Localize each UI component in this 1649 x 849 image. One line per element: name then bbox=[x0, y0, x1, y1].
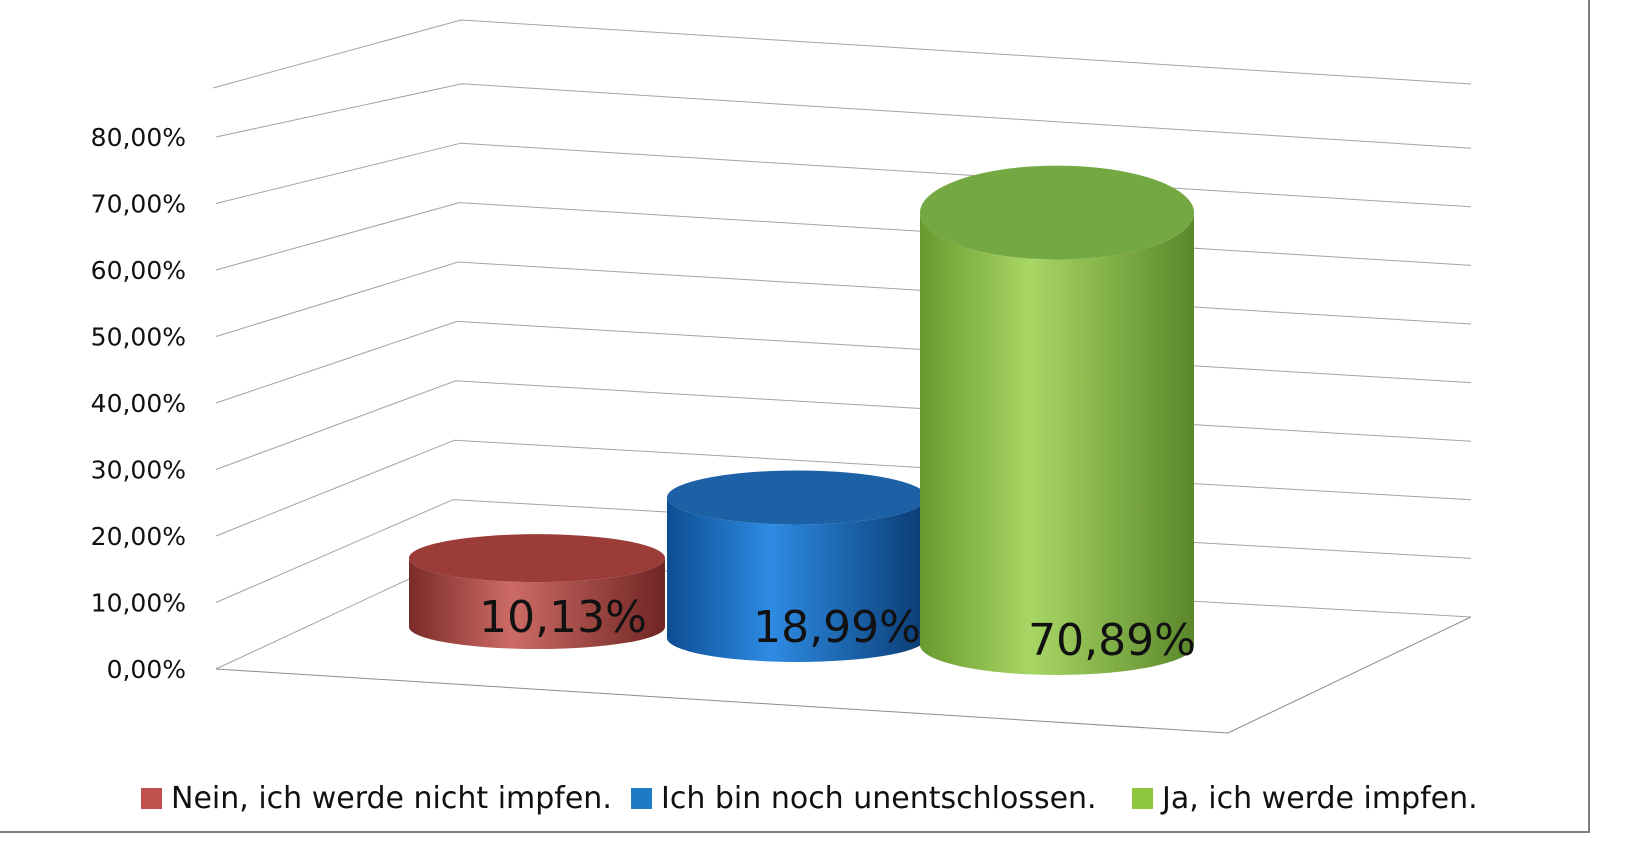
legend-item-nein[interactable]: Nein, ich werde nicht impfen. bbox=[141, 780, 612, 816]
cylinders bbox=[409, 165, 1194, 676]
y-axis-tick-label: 50,00% bbox=[91, 323, 186, 352]
cylinder-body[interactable] bbox=[920, 212, 1194, 676]
gridlines bbox=[212, 19, 1472, 670]
y-axis-tick-labels: 0,00% 10,00% 20,00% 30,00% 40,00% 50,00% 60,00… bbox=[91, 123, 186, 684]
gridline-30 bbox=[215, 380, 1472, 470]
y-axis-tick-label: 20,00% bbox=[91, 522, 186, 551]
legend-label: Nein, ich werde nicht impfen. bbox=[171, 780, 612, 816]
legend: Nein, ich werde nicht impfen. Ich bin no… bbox=[0, 780, 1590, 816]
cylinder-series-1[interactable] bbox=[667, 470, 927, 662]
cylinder-series-2[interactable] bbox=[920, 165, 1194, 676]
gridline-70 bbox=[215, 142, 1472, 208]
legend-item-ja[interactable]: Ja, ich werde impfen. bbox=[1132, 780, 1478, 816]
wall-top-edge bbox=[212, 19, 1472, 89]
legend-item-unentschlossen[interactable]: Ich bin noch unentschlossen. bbox=[631, 780, 1097, 816]
chart-border-bottom bbox=[0, 831, 1590, 833]
cylinder-body[interactable] bbox=[409, 558, 665, 649]
legend-swatch-green bbox=[1132, 787, 1153, 809]
floor-outline bbox=[215, 616, 1472, 734]
legend-label: Ich bin noch unentschlossen. bbox=[661, 780, 1097, 816]
cylinder-top[interactable] bbox=[409, 534, 665, 583]
y-axis-tick-label: 30,00% bbox=[91, 456, 186, 485]
cylinder-top[interactable] bbox=[667, 470, 927, 525]
gridline-80 bbox=[215, 83, 1472, 149]
chart-floor bbox=[215, 616, 1472, 734]
chart-border-right bbox=[1588, 0, 1590, 833]
y-axis-tick-label: 80,00% bbox=[91, 123, 186, 152]
y-axis-tick-label: 60,00% bbox=[91, 256, 186, 285]
cylinder-series-0[interactable] bbox=[409, 534, 665, 649]
y-axis-tick-label: 10,00% bbox=[91, 589, 186, 618]
y-axis-tick-label: 0,00% bbox=[107, 655, 186, 684]
data-label: 18,99% bbox=[753, 602, 921, 653]
data-label: 70,89% bbox=[1028, 615, 1196, 666]
legend-label: Ja, ich werde impfen. bbox=[1162, 780, 1478, 816]
gridline-40 bbox=[215, 320, 1472, 404]
legend-swatch-blue bbox=[631, 787, 652, 809]
cylinder-top[interactable] bbox=[920, 165, 1194, 260]
gridline-50 bbox=[215, 261, 1472, 337]
legend-swatch-red bbox=[141, 787, 162, 809]
data-label: 10,13% bbox=[479, 592, 647, 643]
y-axis-tick-label: 70,00% bbox=[91, 190, 186, 219]
data-labels: 10,13% 18,99% 70,89% bbox=[479, 592, 1196, 666]
gridline-60 bbox=[215, 202, 1472, 271]
y-axis-tick-label: 40,00% bbox=[91, 389, 186, 418]
cylinder-body[interactable] bbox=[667, 497, 927, 662]
